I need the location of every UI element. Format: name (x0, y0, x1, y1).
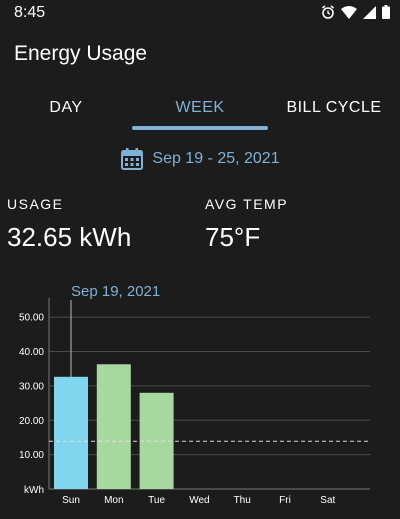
chart-canvas: 50.00 40.00 30.00 20.00 10.00 kWh Sun Mon Tue Wed… (19, 283, 370, 506)
x-tick-label: Thu (234, 495, 251, 506)
y-unit-label: kWh (24, 485, 44, 496)
selected-tab-indicator (132, 126, 268, 130)
status-icons (321, 5, 390, 19)
period-tabs: DAY WEEK BILL CYCLE (0, 88, 400, 132)
y-tick-label: 50.00 (19, 313, 44, 324)
status-time: 8:45 (14, 4, 46, 21)
tab-day[interactable]: DAY (49, 99, 83, 116)
avg-temp-value: 75°F (205, 222, 261, 252)
tab-bill-cycle[interactable]: BILL CYCLE (286, 99, 382, 116)
battery-icon (382, 5, 390, 19)
weekly-usage-chart: 50.00 40.00 30.00 20.00 10.00 kWh Sun Mon Tue Wed… (0, 280, 400, 512)
x-tick-label: Sun (62, 495, 80, 506)
bar-mon (96, 364, 131, 489)
y-tick-label: 30.00 (19, 381, 44, 392)
status-bar: 8:45 (0, 0, 400, 26)
y-tick-label: 10.00 (19, 450, 44, 461)
x-tick-label: Fri (279, 495, 291, 506)
selected-day-label: Sep 19, 2021 (71, 283, 160, 300)
avg-temp-label: AVG TEMP (205, 196, 289, 212)
x-tick-label: Wed (189, 495, 209, 506)
usage-value: 32.65 kWh (7, 222, 132, 252)
wifi-icon (341, 5, 357, 19)
date-range-picker[interactable]: Sep 19 - 25, 2021 (0, 144, 400, 174)
date-range-text: Sep 19 - 25, 2021 (152, 150, 280, 167)
calendar-icon (121, 148, 144, 170)
bar-sun (54, 376, 88, 489)
x-tick-label: Sat (320, 495, 335, 506)
page-title: Energy Usage (14, 42, 148, 65)
y-tick-label: 40.00 (19, 347, 44, 358)
tab-week[interactable]: WEEK (175, 99, 225, 116)
signal-icon (363, 5, 376, 19)
x-tick-label: Mon (104, 495, 123, 506)
x-tick-label: Tue (148, 495, 165, 506)
usage-label: USAGE (7, 196, 64, 212)
alarm-icon (322, 5, 334, 19)
y-tick-label: 20.00 (19, 416, 44, 427)
